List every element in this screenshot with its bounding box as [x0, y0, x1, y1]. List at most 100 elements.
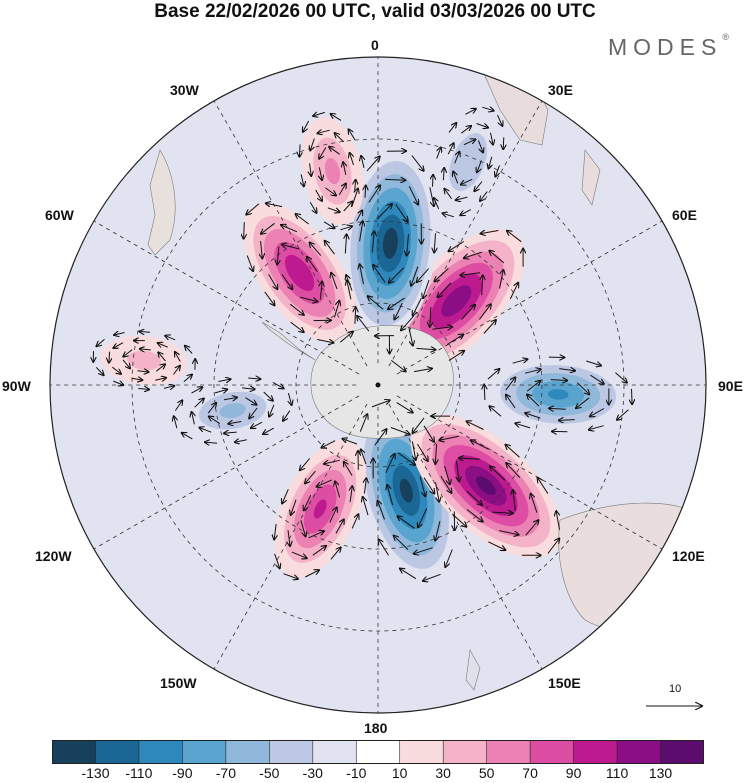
wind-vector: [423, 573, 441, 581]
wind-vector: [228, 422, 242, 424]
wind-vector: [309, 202, 316, 213]
wind-vector: [346, 275, 353, 291]
wind-vector: [175, 352, 181, 362]
anomaly-center: [242, 203, 357, 343]
wind-vector: [111, 366, 121, 374]
colorbar-swatch: [442, 740, 488, 764]
wind-vector: [490, 466, 506, 481]
wind-vector: [531, 494, 538, 513]
wind-vector: [246, 203, 260, 215]
wind-vector: [488, 541, 505, 550]
wind-vector: [347, 281, 352, 300]
lon-label-90w: 90W: [2, 378, 31, 394]
wind-vector: [224, 398, 237, 400]
wind-vector: [586, 360, 601, 366]
wind-vector: [333, 301, 339, 318]
wind-vector: [390, 427, 410, 435]
wind-vector: [335, 520, 344, 534]
colorbar-tick-label: 110: [605, 765, 629, 781]
wind-vector: [288, 392, 291, 405]
meridian-line: [213, 100, 368, 367]
colorbar-tick-label: 70: [522, 765, 538, 781]
colorbar-tick-label: 30: [435, 765, 451, 781]
colorbar-swatch: [573, 740, 618, 764]
colorbar-tick-label: 130: [648, 765, 673, 781]
wind-vector: [435, 521, 441, 540]
wind-vector: [443, 168, 444, 181]
wind-vector: [394, 536, 409, 550]
wind-vector: [310, 138, 315, 151]
colorbar-swatch: [529, 740, 575, 764]
wind-vector: [272, 381, 284, 388]
wind-vector: [343, 162, 346, 176]
wind-vector: [503, 137, 504, 149]
wind-vector: [512, 359, 528, 364]
wind-vector: [218, 379, 231, 381]
wind-vector: [281, 225, 298, 233]
lon-label-150w: 150W: [160, 675, 197, 691]
wind-vector: [274, 553, 280, 569]
wind-vector: [435, 268, 449, 281]
wind-vector: [408, 326, 413, 346]
wind-vector: [323, 221, 334, 229]
wind-vector: [282, 489, 289, 503]
wind-vector: [590, 408, 605, 417]
wind-vector: [235, 440, 247, 443]
wind-vector: [209, 417, 220, 425]
wind-vector: [263, 427, 275, 434]
colorbar-tick-label: -110: [125, 765, 153, 781]
wind-vector: [351, 514, 358, 529]
wind-vector: [474, 181, 483, 192]
meridian-line: [93, 220, 360, 375]
wind-vector: [445, 549, 453, 568]
wind-vector: [165, 336, 176, 340]
colorbar-tick-label: -50: [259, 765, 280, 781]
wind-vector: [482, 275, 483, 296]
wind-vector: [317, 479, 333, 487]
wind-vector: [419, 476, 425, 496]
wind-vector: [319, 147, 327, 159]
wind-vector: [461, 178, 473, 184]
wind-vector: [155, 364, 165, 372]
wind-vector: [183, 375, 192, 383]
wind-vector: [379, 540, 390, 556]
wind-vector: [481, 231, 499, 234]
wind-vector: [300, 520, 306, 536]
lon-label-0: 0: [371, 37, 379, 53]
wind-vector: [506, 445, 520, 458]
wind-vector: [114, 333, 125, 336]
wind-vector: [471, 440, 489, 450]
wind-vector: [436, 148, 441, 159]
map-title: Base 22/02/2026 00 UTC, valid 03/03/2026…: [154, 1, 596, 22]
meridian-line: [396, 395, 663, 550]
wind-vector: [482, 107, 493, 111]
wind-vector: [173, 366, 180, 375]
madagascar: [581, 149, 601, 206]
wind-vector: [339, 332, 353, 343]
wind-vector: [407, 234, 409, 255]
wind-vector: [140, 349, 151, 350]
wind-vector: [317, 340, 333, 343]
wind-vector: [350, 153, 354, 166]
wind-vector: [466, 509, 483, 522]
wind-vector: [264, 291, 275, 305]
wind-vector: [397, 452, 415, 465]
wind-vector: [155, 378, 166, 380]
wind-vector: [283, 573, 298, 579]
wind-vector: [423, 477, 434, 494]
wind-vector: [444, 466, 450, 484]
wind-vector: [448, 123, 456, 133]
wind-vector: [526, 381, 540, 392]
wind-vector: [194, 399, 204, 408]
wind-vector: [329, 147, 340, 155]
wind-vector: [263, 391, 273, 401]
wind-vector: [368, 296, 384, 310]
wind-vector: [291, 499, 297, 515]
contour-level: [441, 285, 472, 317]
wind-vector: [390, 360, 405, 371]
wind-vector: [192, 412, 195, 425]
wind-vector: [349, 129, 356, 141]
wind-vector: [394, 302, 403, 319]
wind-vector: [440, 435, 460, 440]
wind-vector: [251, 421, 263, 428]
